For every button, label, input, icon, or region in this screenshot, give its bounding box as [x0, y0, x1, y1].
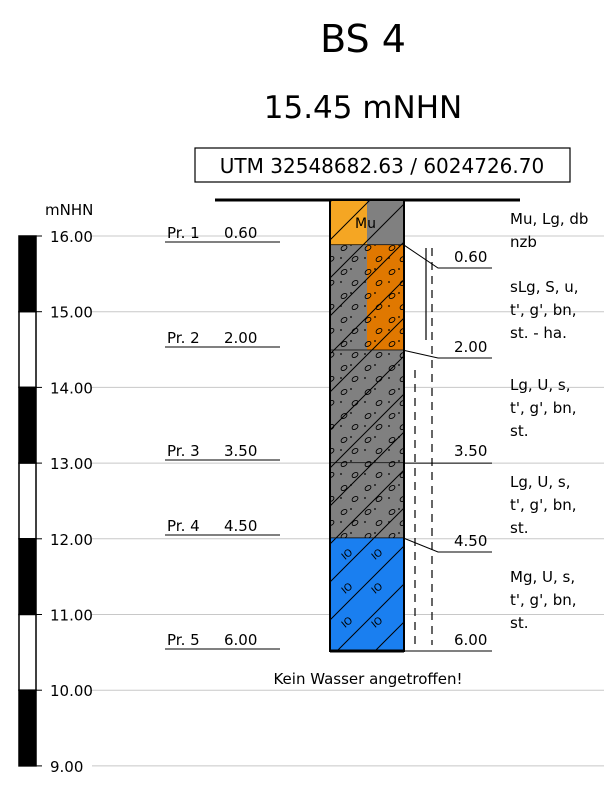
- layer-description-line: nzb: [510, 233, 537, 251]
- layer-hatch: [330, 200, 404, 246]
- axis-tick-label: 13.00: [50, 455, 93, 473]
- layer-depth-labels: 0.60 2.00 3.50 4.50 6.00: [403, 244, 492, 652]
- layer-description-line: st. - ha.: [510, 324, 567, 342]
- layer-description-line: st.: [510, 614, 528, 632]
- sample-depth: 3.50: [224, 442, 257, 460]
- scale-block: [18, 386, 37, 464]
- layer-code: Mu: [355, 216, 376, 232]
- sample-depth: 6.00: [224, 631, 257, 649]
- axis-tick-label: 11.00: [50, 607, 93, 625]
- sample-label: Pr. 5: [167, 631, 200, 649]
- scale-block: [18, 613, 37, 691]
- depth-leader: [403, 349, 492, 359]
- layer-gravel-pattern: [330, 350, 404, 464]
- layer-description-line: Lg, U, s,: [510, 473, 571, 491]
- sample-depth: 0.60: [224, 224, 257, 242]
- sample-label: Pr. 2: [167, 329, 200, 347]
- layer-description-line: st.: [510, 422, 528, 440]
- scale-block: [18, 235, 37, 313]
- axis-tick-label: 9.00: [50, 758, 83, 776]
- scale-bar: [18, 235, 37, 767]
- log-title: BS 4: [320, 17, 406, 61]
- layer-description-line: sLg, S, u,: [510, 278, 579, 296]
- scale-block: [18, 538, 37, 616]
- sample-depth: 4.50: [224, 517, 257, 535]
- layer-description-line: Lg, U, s,: [510, 376, 571, 394]
- layer-description-line: Mg, U, s,: [510, 568, 575, 586]
- scale-block: [18, 689, 37, 767]
- layer-description-line: t', g', bn,: [510, 301, 577, 319]
- scale-block: [18, 462, 37, 540]
- axis-tick-label: 15.00: [50, 304, 93, 322]
- layer-description-line: st.: [510, 519, 528, 537]
- layer-descriptions: Mu, Lg, db nzb sLg, S, u, t', g', bn, st. - …: [510, 210, 588, 632]
- layer-hatch: [330, 538, 404, 652]
- sample-label: Pr. 1: [167, 224, 200, 242]
- layer-description-line: t', g', bn,: [510, 399, 577, 417]
- layer-depth-label: 0.60: [454, 248, 487, 266]
- layer-description-line: t', g', bn,: [510, 591, 577, 609]
- scale-block: [18, 310, 37, 389]
- sample-labels: Pr. 1 0.60 Pr. 2 2.00 Pr. 3 3.50 Pr. 4 4.50 Pr. …: [165, 224, 280, 650]
- axis-tick-label: 16.00: [50, 228, 93, 246]
- sample-depth: 2.00: [224, 329, 257, 347]
- depth-leader: [403, 244, 492, 269]
- utm-box: [194, 147, 571, 183]
- layer-gravel-pattern: [330, 245, 404, 351]
- axis-tick-label: 14.00: [50, 379, 93, 397]
- layer-description-line: Mu, Lg, db: [510, 210, 588, 228]
- log-elevation: 15.45 mNHN: [264, 90, 463, 126]
- axis-tick-label: 10.00: [50, 682, 93, 700]
- layer-gravel-pattern: [330, 463, 404, 539]
- layer-description-line: t', g', bn,: [510, 496, 577, 514]
- layer-depth-label: 2.00: [454, 338, 487, 356]
- sample-label: Pr. 4: [167, 517, 200, 535]
- utm-coordinates: UTM 32548682.63 / 6024726.70: [220, 154, 544, 178]
- sample-label: Pr. 3: [167, 442, 200, 460]
- layer-depth-label: 3.50: [454, 442, 487, 460]
- layer-depth-label: 4.50: [454, 532, 487, 550]
- layer-depth-label: 6.00: [454, 631, 487, 649]
- water-note: Kein Wasser angetroffen!: [273, 670, 462, 688]
- axis-tick-label: 12.00: [50, 531, 93, 549]
- axis-label: mNHN: [45, 201, 93, 219]
